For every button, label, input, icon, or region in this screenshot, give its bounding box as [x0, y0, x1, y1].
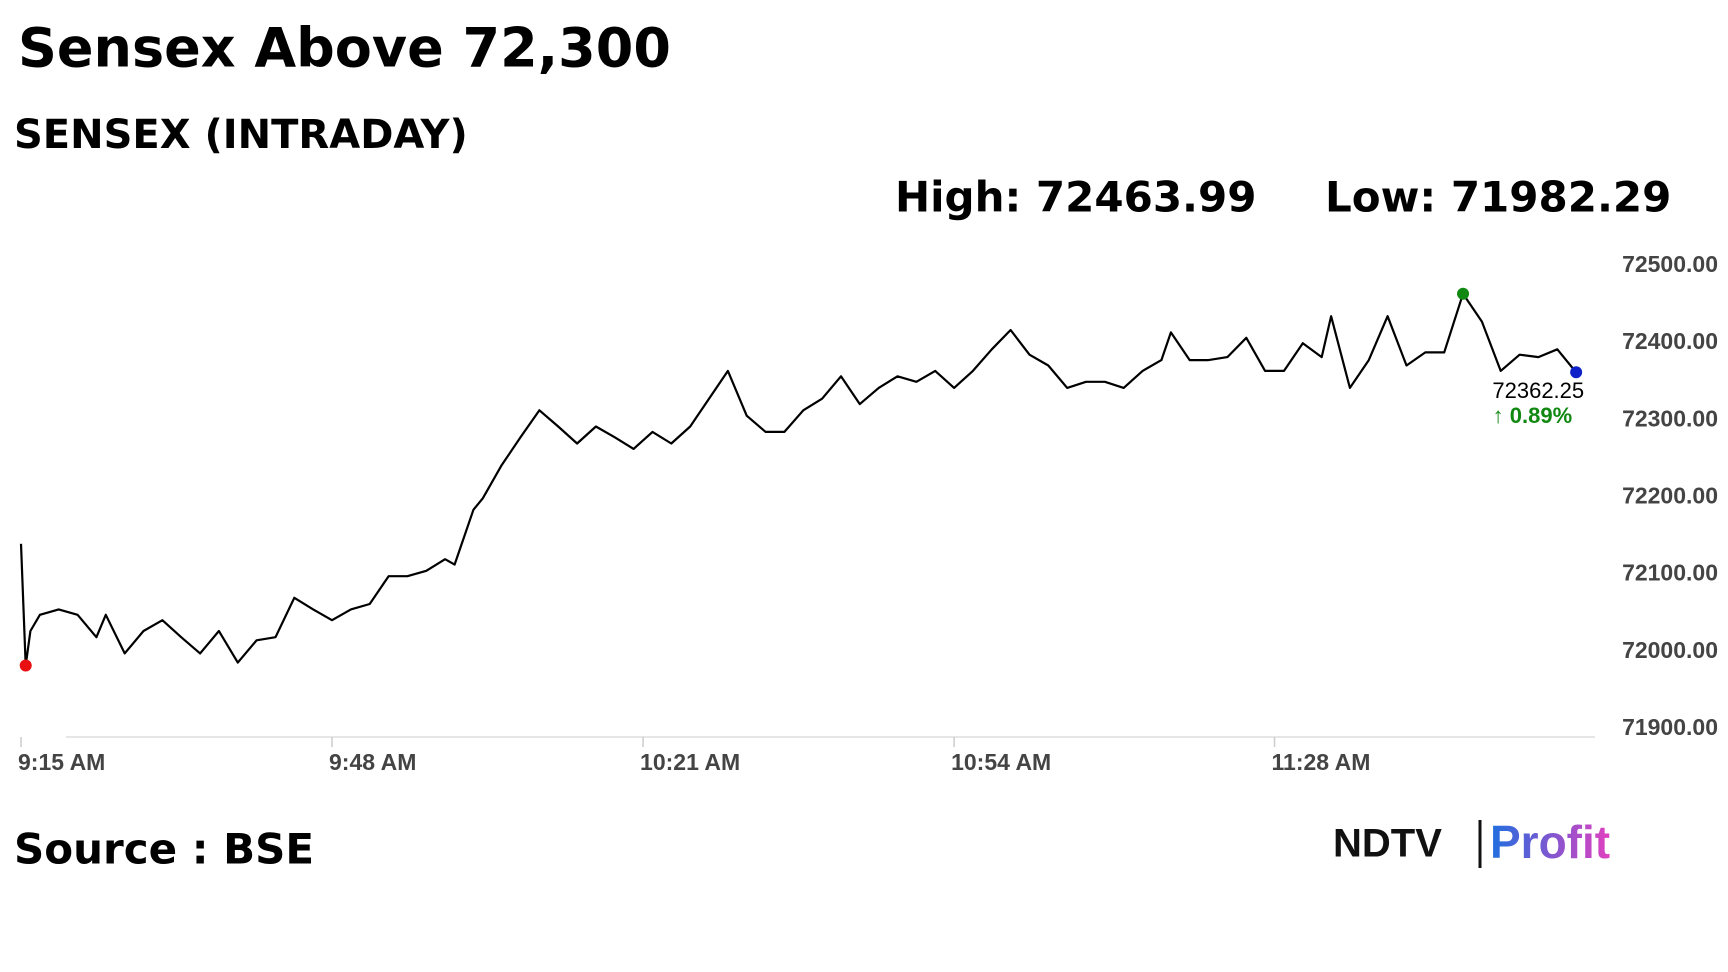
x-tick-label: 10:54 AM — [951, 749, 1051, 775]
x-tick-label: 10:21 AM — [640, 749, 740, 775]
chart-title: Sensex Above 72,300 — [18, 17, 671, 80]
price-line — [19, 292, 1577, 667]
logo-profit: Profit — [1490, 816, 1610, 868]
y-tick-label: 72100.00 — [1622, 560, 1718, 586]
y-tick-label: 72500.00 — [1622, 251, 1718, 277]
y-tick-label: 72200.00 — [1622, 483, 1718, 509]
chart-subtitle: SENSEX (INTRADAY) — [14, 112, 468, 158]
logo-ndtv: NDTV — [1333, 822, 1442, 866]
low-label: Low: 71982.29 — [1325, 173, 1671, 222]
source: Source : BSE — [14, 825, 314, 874]
y-tick-label: 72000.00 — [1622, 637, 1718, 663]
low-marker — [19, 659, 32, 672]
y-tick-label: 72300.00 — [1622, 405, 1718, 431]
y-tick-label: 71900.00 — [1622, 714, 1718, 740]
x-tick-label: 9:15 AM — [18, 749, 105, 775]
change-label: ↑ 0.89% — [1493, 403, 1573, 428]
y-tick-label: 72400.00 — [1622, 328, 1718, 354]
high-marker — [1457, 287, 1470, 300]
last-marker — [1570, 366, 1583, 379]
x-tick-label: 11:28 AM — [1272, 749, 1371, 775]
last-value-label: 72362.25 — [1492, 378, 1584, 403]
x-tick-label: 9:48 AM — [329, 749, 416, 775]
high-label: High: 72463.99 — [895, 173, 1256, 222]
